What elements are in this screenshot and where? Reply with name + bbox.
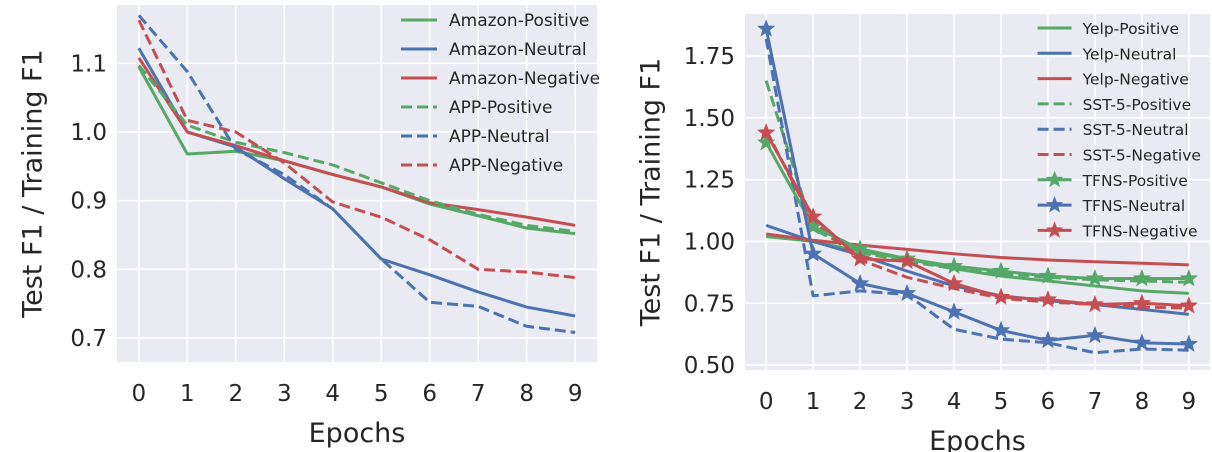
y-axis-label: Test F1 / Training F1 [636, 58, 667, 328]
data-point-tfns-neutral [1179, 334, 1199, 352]
chart-panel-1: 0.7 0.8 0.9 1.0 1.1 0 1 2 3 4 5 6 7 8 9 Epochs Test F1 /… [18, 5, 600, 449]
legend-marker-tfns-positive [1045, 170, 1064, 188]
data-point-tfns-negative [1132, 293, 1152, 312]
x-tick-label: 1 [806, 389, 821, 415]
legend-label: APP-Negative [449, 156, 563, 176]
data-point-tfns-negative [756, 123, 776, 141]
x-tick-label: 6 [1041, 389, 1056, 415]
y-axis-label: Test F1 / Training F1 [18, 49, 49, 319]
x-tick-label: 9 [1182, 389, 1197, 415]
y-tick-label: 1.75 [684, 44, 735, 70]
x-tick-label: 0 [759, 389, 774, 415]
data-point-tfns-negative [803, 207, 823, 225]
legend: Amazon-Positive Amazon-Neutral Amazon-Nega… [401, 11, 600, 176]
y-tick-label: 0.8 [70, 257, 107, 283]
data-point-tfns-negative [897, 251, 917, 270]
x-tick-label: 0 [131, 381, 146, 407]
x-tick-label: 3 [900, 389, 915, 415]
y-tick-label: 1.25 [684, 168, 735, 194]
data-point-tfns-negative [1038, 289, 1058, 308]
legend-marker-tfns-neutral [1045, 195, 1064, 213]
data-point-tfns-positive [1038, 266, 1058, 284]
legend-label: Yelp-Neutral [1082, 45, 1177, 63]
legend-label: APP-Neutral [449, 127, 550, 147]
legend-label: APP-Positive [449, 98, 552, 118]
x-tick-label: 7 [1088, 389, 1103, 415]
data-point-tfns-neutral [1038, 330, 1058, 349]
data-point-tfns-positive [756, 132, 776, 151]
series-line-app-negative [137, 19, 576, 280]
data-point-tfns-negative [1085, 294, 1105, 313]
chart-panel-2: 0.50 0.75 1.00 1.25 1.50 1.75 0 1 2 3 4 5 6 7 8 9 Epochs… [636, 14, 1210, 452]
data-point-tfns-neutral [850, 273, 870, 292]
x-tick-label: 4 [947, 389, 962, 415]
legend-label: Amazon-Neutral [449, 40, 587, 60]
data-point-tfns-neutral [1085, 325, 1105, 344]
y-tick-label: 0.75 [684, 291, 735, 317]
series-line-amazon-negative [137, 57, 576, 227]
series-line-sst-5-neutral [764, 38, 1189, 355]
data-point-tfns-negative [991, 287, 1011, 305]
data-point-tfns-neutral [944, 302, 964, 320]
x-tick-label: 9 [568, 381, 583, 407]
x-tick-label: 8 [519, 381, 534, 407]
legend-marker-tfns-negative [1045, 221, 1064, 238]
x-tick-label: 3 [277, 381, 292, 407]
data-point-tfns-positive [944, 256, 964, 274]
legend-label: Amazon-Negative [449, 69, 600, 89]
x-axis-label: Epochs [929, 426, 1026, 452]
legend-label: SST-5-Negative [1083, 147, 1201, 165]
data-point-tfns-neutral [897, 283, 917, 302]
data-point-tfns-neutral [991, 320, 1011, 339]
data-point-tfns-neutral [756, 19, 776, 37]
data-point-tfns-positive [1179, 268, 1199, 287]
series-line-app-neutral [137, 14, 576, 334]
x-tick-label: 4 [325, 381, 340, 407]
legend-label: TFNS-Neutral [1082, 197, 1186, 215]
series-line-tfns-negative [764, 131, 1189, 308]
data-point-tfns-negative [1179, 296, 1199, 314]
legend-label: TFNS-Positive [1082, 172, 1188, 190]
legend-label: SST-5-Positive [1083, 96, 1192, 114]
data-point-tfns-neutral [1132, 333, 1152, 351]
x-tick-label: 5 [994, 389, 1009, 415]
data-point-tfns-negative [850, 249, 870, 267]
legend: Yelp-Positive Yelp-Neutral Yelp-Negative SS… [1037, 20, 1201, 240]
y-tick-label: 0.7 [70, 326, 107, 352]
x-tick-label: 1 [180, 381, 195, 407]
data-point-tfns-positive [991, 261, 1011, 279]
y-tick-label: 1.1 [70, 51, 107, 77]
y-tick-label: 0.9 [70, 189, 107, 215]
x-tick-label: 8 [1135, 389, 1150, 415]
y-tick-label: 0.50 [684, 353, 735, 379]
x-tick-label: 6 [422, 381, 437, 407]
x-axis-label: Epochs [309, 418, 406, 449]
x-tick-label: 7 [471, 381, 486, 407]
plot-background [745, 14, 1210, 370]
data-point-tfns-negative [944, 273, 964, 292]
legend-label: Yelp-Negative [1082, 71, 1189, 89]
series-line-tfns-neutral [764, 28, 1189, 346]
x-tick-label: 2 [228, 381, 243, 407]
data-point-tfns-positive [1085, 268, 1105, 287]
x-tick-label: 5 [374, 381, 389, 407]
y-tick-label: 1.00 [684, 229, 735, 255]
series-line-app-positive [137, 64, 576, 234]
series-line-sst-5-negative [764, 129, 1189, 310]
legend-label: Yelp-Positive [1082, 20, 1179, 38]
legend-label: SST-5-Neutral [1083, 121, 1189, 139]
data-point-tfns-neutral [803, 244, 823, 262]
y-tick-label: 1.50 [684, 106, 735, 132]
legend-label: Amazon-Positive [449, 11, 589, 31]
x-tick-label: 2 [853, 389, 868, 415]
y-tick-label: 1.0 [70, 120, 107, 146]
data-point-tfns-positive [1132, 268, 1152, 287]
legend-label: TFNS-Negative [1082, 222, 1198, 240]
